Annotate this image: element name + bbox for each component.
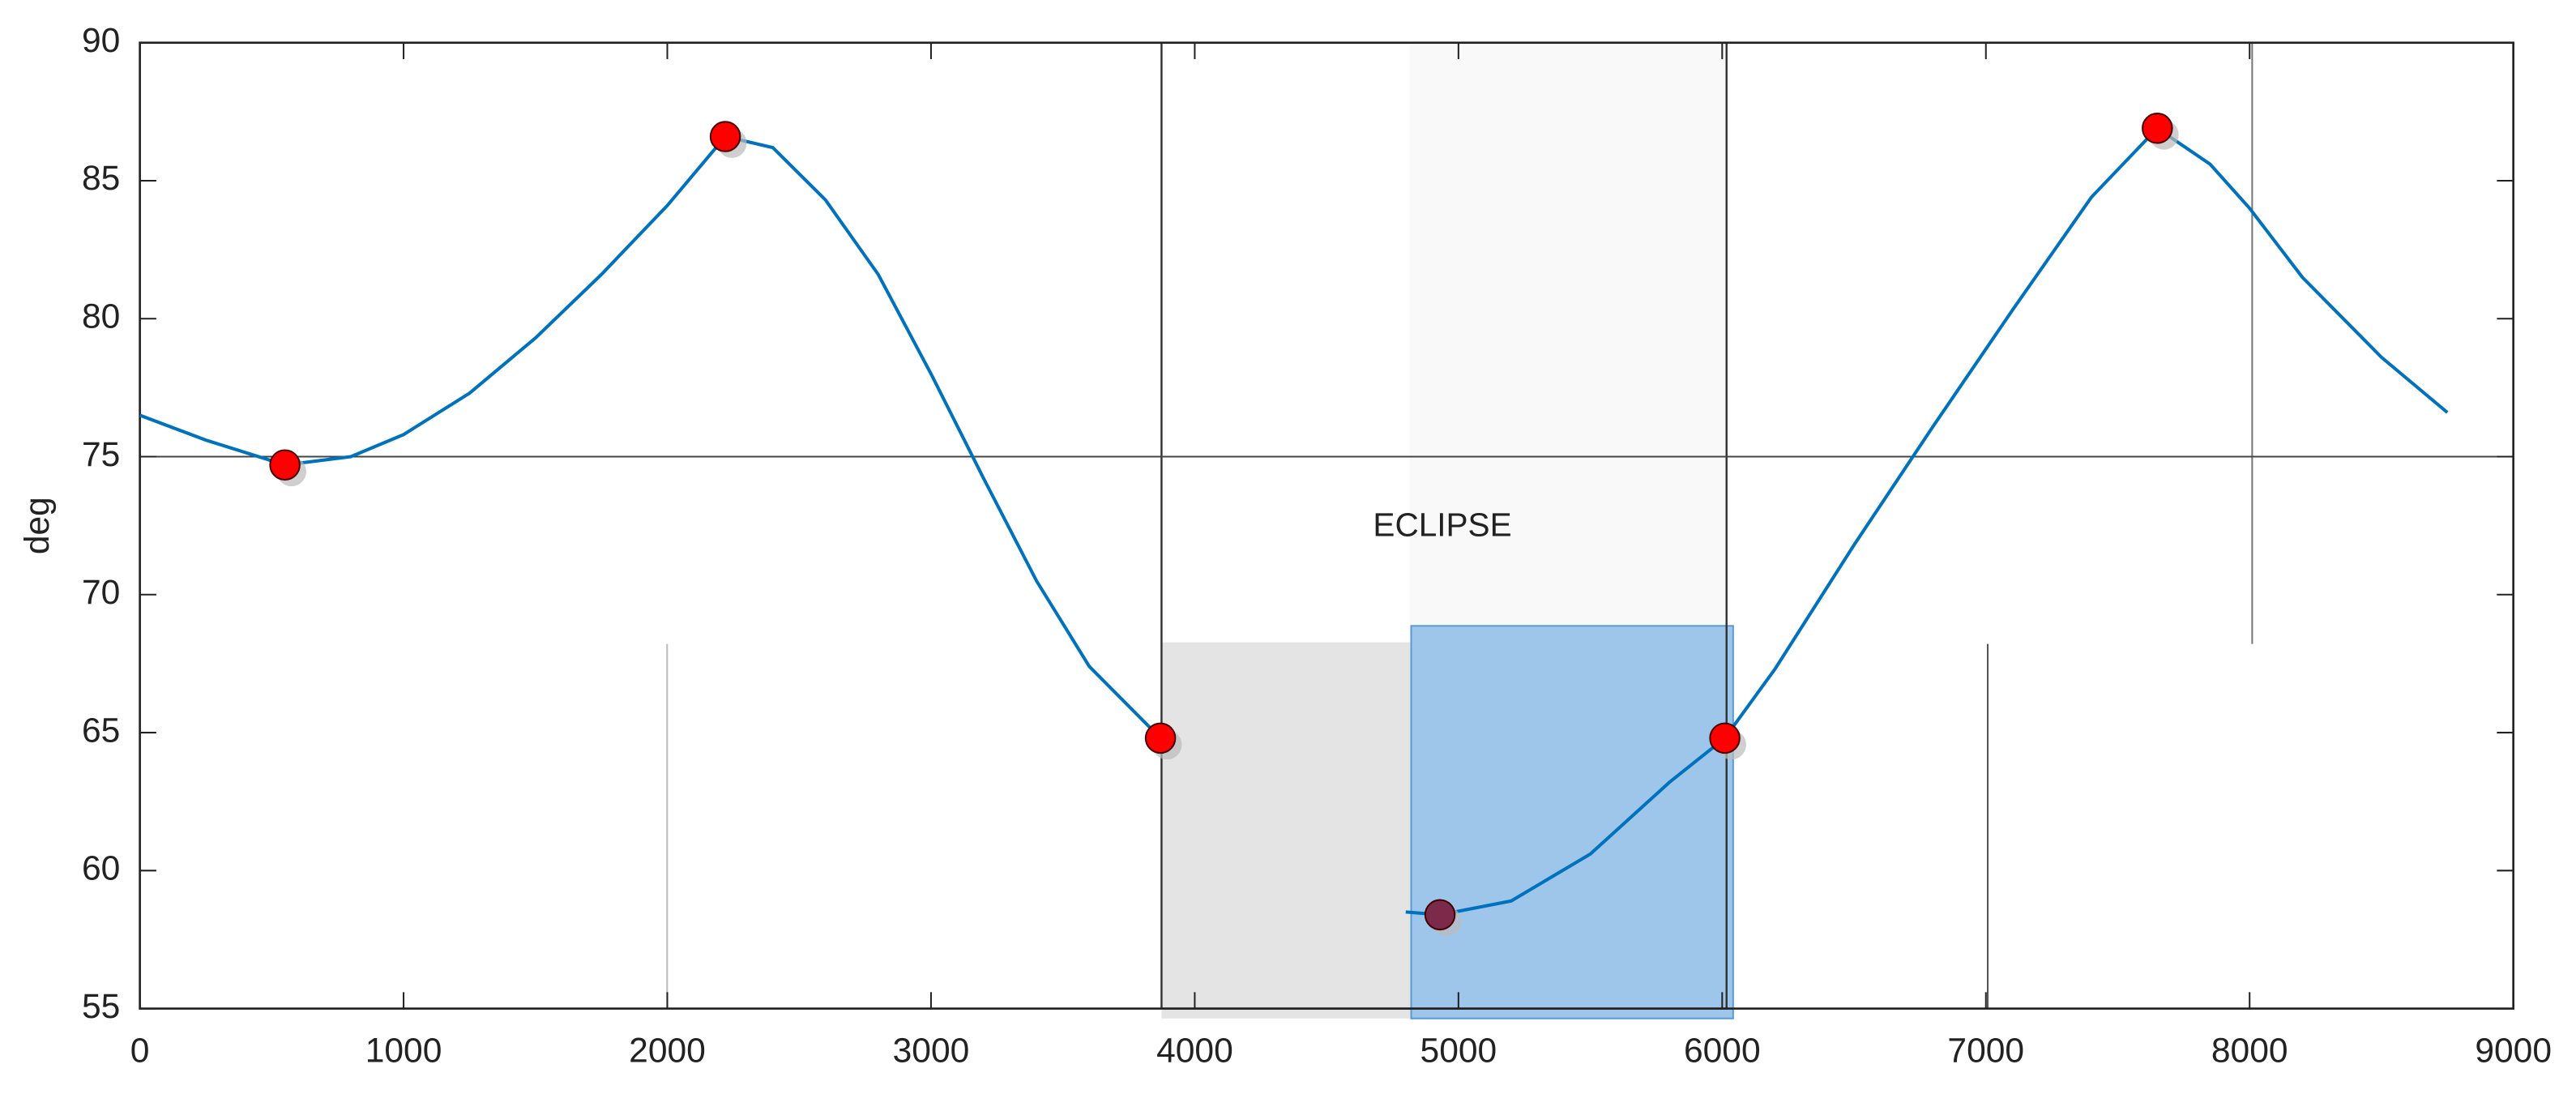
marker xyxy=(2142,113,2173,144)
axes-box xyxy=(139,41,2514,1010)
x-tick-label: 8000 xyxy=(2211,1032,2288,1070)
x-tick-label: 4000 xyxy=(1156,1032,1233,1070)
marker xyxy=(1424,899,1456,931)
x-tick-label: 3000 xyxy=(893,1032,970,1070)
y-tick-label: 90 xyxy=(82,21,120,60)
y-tick-label: 85 xyxy=(82,159,120,198)
x-tick-label: 0 xyxy=(130,1032,150,1070)
y-tick-label: 80 xyxy=(82,297,120,335)
x-tick-label: 1000 xyxy=(365,1032,442,1070)
y-tick-label: 75 xyxy=(82,435,120,474)
y-tick-label: 60 xyxy=(82,849,120,888)
y-tick-label: 70 xyxy=(82,573,120,612)
blue-block xyxy=(1410,625,1734,1019)
y-axis-label: deg xyxy=(18,497,57,554)
x-tick-label: 9000 xyxy=(2475,1032,2552,1070)
marker xyxy=(1709,722,1741,754)
x-tick-label: 7000 xyxy=(1947,1032,2024,1070)
x-tick-label: 2000 xyxy=(629,1032,706,1070)
marker xyxy=(1144,722,1177,754)
gray-block xyxy=(1161,642,1412,1019)
x-tick-label: 5000 xyxy=(1420,1032,1497,1070)
y-tick-label: 55 xyxy=(82,987,120,1026)
annotation: ECLIPSE xyxy=(1373,506,1511,543)
marker xyxy=(269,449,301,481)
curve xyxy=(139,126,2449,917)
x-tick-label: 6000 xyxy=(1684,1032,1761,1070)
y-tick-label: 65 xyxy=(82,711,120,750)
marker xyxy=(709,121,741,152)
